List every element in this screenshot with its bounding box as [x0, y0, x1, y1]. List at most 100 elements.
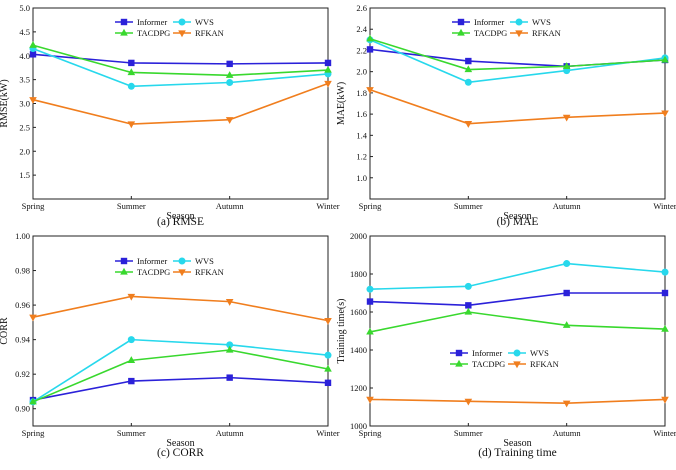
y-tick-label: 2.5 — [19, 122, 30, 132]
legend-label-informer: Informer — [137, 17, 167, 27]
y-tick-label: 5.0 — [19, 3, 30, 13]
legend-label-rfkan: RFKAN — [195, 28, 224, 38]
data-point-rfkan — [464, 121, 473, 128]
y-tick-label: 1.0 — [356, 173, 367, 183]
data-point-tacdpg — [366, 327, 374, 335]
data-point-rfkan — [225, 117, 234, 124]
data-point-tacdpg — [29, 41, 37, 48]
legend-label-informer: Informer — [137, 256, 167, 266]
legend-marker-wvs — [178, 18, 186, 26]
series-rfkan — [29, 80, 332, 129]
legend-marker-rfkan — [178, 30, 186, 38]
legend-marker-wvs — [515, 18, 523, 26]
y-tick-label: 1000 — [350, 421, 367, 431]
x-axis-label: Season — [166, 438, 194, 449]
series-line-rfkan — [32, 82, 329, 125]
data-point-tacdpg — [661, 324, 669, 332]
y-tick-label: 1.5 — [19, 170, 30, 180]
series-tacdpg — [366, 307, 669, 335]
data-point-informer — [324, 59, 332, 67]
x-tick-label: Autumn — [553, 428, 582, 438]
x-axis-label: Season — [166, 211, 194, 222]
y-axis-label: CORR — [0, 317, 10, 345]
legend-label-wvs: WVS — [195, 256, 214, 266]
plot-frame — [32, 7, 329, 200]
y-tick-label: 2.0 — [356, 67, 367, 77]
legend-label-wvs: WVS — [195, 17, 214, 27]
legend-label-rfkan: RFKAN — [195, 267, 224, 277]
data-point-rfkan — [661, 110, 669, 118]
series-wvs — [366, 260, 669, 293]
data-point-wvs — [324, 351, 332, 359]
series-rfkan — [366, 87, 669, 128]
data-point-tacdpg — [366, 34, 374, 42]
y-tick-label: 3.5 — [19, 75, 30, 85]
series-rfkan — [366, 396, 669, 408]
data-point-rfkan — [562, 114, 571, 122]
panel-caption: (b) MAE — [497, 216, 539, 228]
y-tick-label: 2000 — [350, 231, 367, 241]
data-point-wvs — [226, 78, 234, 86]
series-line-wvs — [32, 47, 329, 88]
data-point-wvs — [464, 282, 472, 290]
series-tacdpg — [29, 345, 332, 405]
data-point-informer — [128, 59, 135, 67]
data-point-rfkan — [464, 398, 473, 406]
legend-label-wvs: WVS — [530, 348, 549, 358]
data-point-tacdpg — [127, 68, 136, 76]
series-tacdpg — [29, 41, 332, 78]
series-line-wvs — [32, 338, 329, 403]
x-tick-label: Winter — [653, 201, 676, 211]
y-tick-label: 2.6 — [356, 3, 367, 13]
legend: Informer WVS TACDPG RFKAN — [115, 17, 224, 38]
y-tick-label: 0.90 — [15, 404, 30, 414]
series-informer — [366, 289, 669, 309]
series-line-informer — [32, 376, 329, 401]
x-tick-label: Spring — [22, 201, 45, 211]
x-tick-label: Summer — [454, 201, 483, 211]
x-tick-label: Autumn — [553, 201, 582, 211]
x-tick-label: Autumn — [216, 428, 245, 438]
legend: Informer WVS TACDPG RFKAN — [450, 348, 559, 369]
y-tick-label: 4.5 — [19, 27, 30, 37]
x-tick-label: Winter — [316, 428, 339, 438]
series-line-wvs — [369, 39, 666, 84]
legend-marker-informer — [120, 18, 128, 26]
data-point-tacdpg — [225, 345, 234, 353]
series-line-informer — [369, 292, 665, 307]
series-line-tacdpg — [369, 38, 666, 71]
x-tick-label: Spring — [359, 201, 382, 211]
data-point-informer — [465, 302, 472, 309]
x-tick-label: Summer — [117, 428, 146, 438]
data-point-informer — [29, 51, 37, 58]
y-axis-label: RMSE(kW) — [0, 79, 10, 127]
data-point-wvs — [464, 78, 472, 86]
data-point-tacdpg — [562, 62, 571, 69]
data-point-rfkan — [29, 314, 37, 322]
legend-marker-informer — [457, 18, 465, 26]
data-point-rfkan — [29, 97, 37, 104]
legend-label-wvs: WVS — [532, 17, 551, 27]
y-tick-label: 2.2 — [356, 45, 367, 55]
legend-label-tacdpg: TACDPG — [474, 28, 507, 38]
series-line-tacdpg — [32, 44, 329, 77]
data-point-tacdpg — [464, 65, 473, 73]
y-axis-label: MAE(kW) — [336, 82, 347, 125]
data-point-informer — [465, 57, 472, 65]
data-point-informer — [366, 46, 374, 53]
legend-marker-tacdpg — [120, 28, 128, 36]
data-point-tacdpg — [661, 55, 669, 63]
y-tick-label: 1.6 — [356, 109, 367, 119]
data-point-tacdpg — [225, 71, 234, 78]
x-tick-label: Winter — [653, 428, 676, 438]
y-tick-label: 4.0 — [19, 51, 30, 61]
data-point-informer — [128, 377, 135, 385]
plot-frame — [369, 235, 666, 427]
x-tick-label: Spring — [359, 428, 382, 438]
panel-caption: (a) RMSE — [157, 216, 204, 228]
y-tick-label: 0.98 — [15, 266, 30, 276]
panel-caption: (c) CORR — [157, 447, 204, 459]
legend-label-tacdpg: TACDPG — [137, 28, 170, 38]
